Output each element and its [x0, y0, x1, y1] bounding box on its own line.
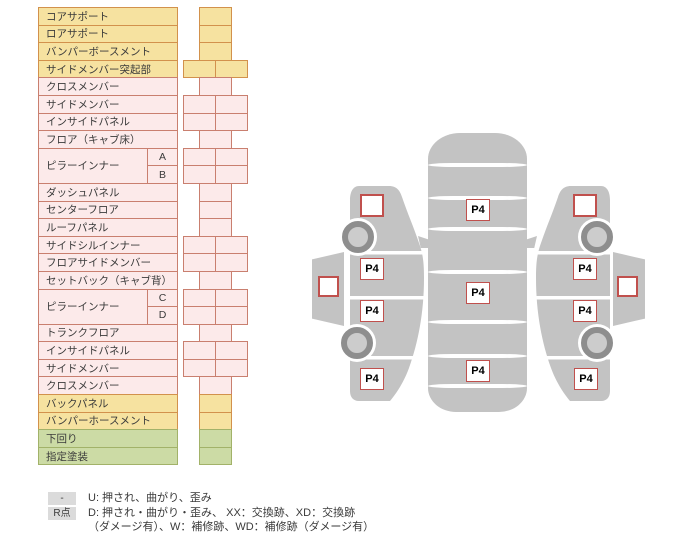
right-rear-wheel-icon: [581, 327, 613, 359]
panel-divider: [428, 354, 527, 358]
legend-row: （ダメージ有）、W：補修跡、WD：補修跡（ダメージ有）: [48, 520, 374, 535]
table-row: ルーフパネル: [38, 218, 248, 237]
table-row: クロスメンバー: [38, 376, 248, 396]
damage-marker-right-quarter[interactable]: P4: [574, 368, 598, 390]
table-row: バックパネル: [38, 394, 248, 413]
damage-marker-left-quarter[interactable]: P4: [360, 368, 384, 390]
check-square-left-fender[interactable]: [318, 276, 339, 297]
check-square-right-fender[interactable]: [617, 276, 638, 297]
part-name-cell: フロア（キャブ床）: [38, 130, 178, 149]
part-name-cell: バンパーホースメント: [38, 411, 178, 431]
table-row: フロアサイドメンバー: [38, 253, 248, 272]
legend-text: （ダメージ有）、W：補修跡、WD：補修跡（ダメージ有）: [88, 521, 375, 533]
damage-cell-area: [182, 446, 248, 466]
panel-divider: [428, 163, 527, 167]
table-row: サイドメンバー突起部: [38, 59, 248, 79]
part-subsection-cell: C: [147, 288, 178, 308]
table-row: インサイドパネル: [38, 112, 248, 132]
panel-divider: [428, 196, 527, 200]
part-name-cell: クロスメンバー: [38, 376, 178, 396]
part-subsection-cell: A: [147, 147, 178, 167]
table-row: フロア（キャブ床）: [38, 130, 248, 149]
table-row: バンパーボースメント: [38, 42, 248, 61]
right-front-wheel-icon: [581, 221, 613, 253]
damage-marker-roof[interactable]: P4: [466, 282, 490, 304]
damage-code-legend: - U: 押され、曲がり、歪み R点 D: 押され・曲がり・歪み、 XX：交換跡、XD…: [48, 491, 374, 535]
damage-marker-left-front-door[interactable]: P4: [360, 258, 384, 280]
damage-marker-left-rear-door[interactable]: P4: [360, 300, 384, 322]
car-top-view: P4 P4 P4: [418, 133, 537, 412]
part-name-cell: クロスメンバー: [38, 77, 178, 96]
damage-entry-cell[interactable]: [198, 446, 232, 466]
part-name-cell: サイドメンバー突起部: [38, 59, 178, 79]
legend-badge: R点: [48, 506, 76, 520]
panel-divider: [428, 270, 527, 274]
part-name-cell: バンパーボースメント: [38, 42, 178, 61]
left-rear-wheel-icon: [341, 327, 373, 359]
left-front-wheel-icon: [342, 221, 374, 253]
damage-cell-area: [182, 147, 248, 184]
part-name-cell: フロアサイドメンバー: [38, 253, 178, 272]
part-name-cell: バックパネル: [38, 394, 178, 413]
table-row: 指定塗装: [38, 446, 248, 466]
part-name-cell: ピラーインナー: [38, 147, 148, 184]
part-name-cell: センターフロア: [38, 200, 178, 220]
left-mirror-icon: [418, 236, 429, 248]
table-row: センターフロア: [38, 200, 248, 220]
damage-cell-area: [182, 358, 248, 378]
legend-text: D: 押され・曲がり・歪み、 XX：交換跡、XD：交換跡: [88, 506, 356, 519]
legend-text: U: 押され、曲がり、歪み: [88, 492, 212, 504]
damage-marker-right-rear-door[interactable]: P4: [573, 300, 597, 322]
legend-badge: -: [48, 492, 76, 505]
panel-divider: [428, 384, 527, 388]
panel-divider: [428, 227, 527, 231]
table-row: サイドメンバー: [38, 358, 248, 378]
table-row: サイドメンバー: [38, 94, 248, 114]
right-mirror-icon: [526, 236, 537, 248]
part-name-cell: 指定塗装: [38, 446, 178, 466]
legend-row: R点 D: 押され・曲がり・歪み、 XX：交換跡、XD：交換跡: [48, 506, 374, 521]
part-name-cell: ピラーインナー: [38, 288, 148, 325]
part-name-cell: インサイドパネル: [38, 112, 178, 132]
damage-cell-area: [182, 94, 248, 114]
check-square-left-top[interactable]: [360, 194, 384, 217]
part-name-cell: サイドメンバー: [38, 94, 178, 114]
table-row: バンパーホースメント: [38, 411, 248, 431]
table-row: コアサポート: [38, 7, 248, 26]
damage-cell-area: [182, 253, 248, 272]
damage-marker-right-front-door[interactable]: P4: [573, 258, 597, 280]
damage-cell-area: [182, 112, 248, 132]
table-row: サイドシルインナー: [38, 235, 248, 255]
damage-marker-hood[interactable]: P4: [466, 199, 490, 221]
check-square-right-top[interactable]: [573, 194, 597, 217]
damage-marker-trunk[interactable]: P4: [466, 360, 490, 382]
panel-divider: [428, 320, 527, 324]
table-row: 下回り: [38, 429, 248, 448]
table-row: ピラーインナー A B: [38, 147, 248, 184]
legend-row: - U: 押され、曲がり、歪み: [48, 491, 374, 506]
part-name-cell: サイドシルインナー: [38, 235, 178, 255]
parts-damage-table: コアサポート ロアサポート バンパーボースメント サイドメンバー突起部 クロスメンバーサ…: [38, 7, 248, 466]
damage-cell-area: [182, 288, 248, 325]
table-row: ピラーインナー C D: [38, 288, 248, 325]
